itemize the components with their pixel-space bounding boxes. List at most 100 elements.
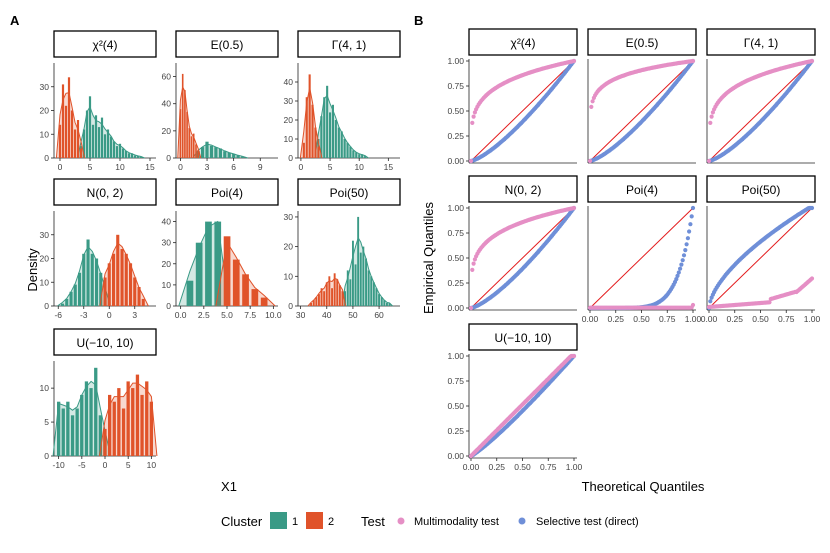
histogram-bar-cluster-1 — [84, 381, 89, 456]
histogram-bar-cluster-1 — [323, 97, 326, 158]
qq-point — [689, 214, 694, 219]
x-tick-label: 40 — [322, 310, 332, 320]
y-tick-label: 30 — [40, 230, 50, 240]
qq-point — [676, 270, 681, 275]
histogram-bar-cluster-1 — [78, 272, 82, 307]
histogram-bar-cluster-1 — [364, 156, 367, 158]
histogram-bar-cluster-2 — [124, 253, 128, 307]
histogram-bar-cluster-1 — [372, 282, 375, 307]
histogram-bar-cluster-2 — [251, 289, 259, 306]
qq-point — [809, 58, 815, 64]
histogram-bar-cluster-1 — [386, 303, 388, 306]
histogram-bar-cluster-1 — [334, 120, 337, 158]
histogram-bar-cluster-1 — [209, 145, 214, 158]
histogram-bar-cluster-1 — [75, 408, 79, 456]
histogram-facet: Poi(50) 0 10 20 30 30 40 50 60 — [284, 178, 401, 320]
legend-multimodality-label: Multimodality test — [414, 516, 499, 528]
facet-strip-label: U(−10, 10) — [494, 331, 551, 345]
x-tick-label: 5 — [88, 162, 93, 172]
panel-label-a: A — [10, 13, 20, 28]
density-area-cluster-2 — [177, 86, 201, 158]
multimodality-points — [468, 58, 577, 164]
x-tick-label: 5 — [126, 460, 131, 470]
facet-strip-label: N(0, 2) — [505, 183, 542, 197]
histogram-bar-cluster-1 — [367, 270, 370, 306]
facet-strip — [587, 28, 697, 56]
reference-diagonal — [708, 60, 813, 162]
x-tick-label: 0.50 — [752, 314, 769, 324]
legend-cluster-title: Cluster — [221, 514, 263, 529]
histogram-bar-cluster-1 — [352, 150, 355, 158]
histogram-bar-cluster-1 — [121, 148, 125, 158]
y-tick-label: 1.00 — [447, 56, 464, 66]
y-tick-label: 0 — [288, 153, 293, 163]
histogram-bar-cluster-1 — [358, 154, 361, 158]
facet-strip-label: Poi(4) — [626, 183, 658, 197]
histogram-bar-cluster-1 — [95, 258, 99, 306]
facet-strip-label: Poi(4) — [211, 186, 243, 200]
histogram-bar-cluster-1 — [357, 216, 360, 306]
y-tick-label: 0.50 — [447, 106, 464, 116]
histogram-bar-cluster-2 — [121, 408, 126, 456]
qq-point — [471, 114, 476, 119]
qq-point — [767, 300, 772, 305]
y-tick-label: 10 — [284, 134, 294, 144]
histogram-bar-cluster-1 — [232, 153, 236, 158]
y-tick-label: 60 — [162, 72, 172, 82]
multimodality-points — [468, 205, 577, 311]
histogram-bar-cluster-1 — [378, 294, 380, 306]
histogram-bar-cluster-1 — [61, 303, 65, 306]
qq-point — [683, 248, 688, 253]
histogram-bar-cluster-1 — [352, 240, 354, 306]
y-tick-label: 20 — [40, 106, 50, 116]
histogram-bar-cluster-1 — [355, 152, 358, 158]
x-tick-label: 1.00 — [804, 314, 821, 324]
histogram-bar-cluster-1 — [112, 141, 116, 158]
histogram-facet: U(−10, 10) 0 5 10 -10 -5 0 5 10 — [40, 328, 158, 470]
histogram-bar-cluster-1 — [61, 408, 65, 456]
histogram-bar-cluster-2 — [79, 148, 83, 158]
density-area-cluster-1 — [314, 95, 369, 158]
y-tick-label: 0.50 — [447, 253, 464, 263]
histogram-bar-cluster-1 — [69, 291, 73, 307]
y-tick-label: 1.00 — [447, 203, 464, 213]
panel-a-ylabel: Density — [25, 248, 40, 292]
panel-a-xlabel: X1 — [221, 479, 237, 494]
y-tick-label: 30 — [284, 96, 294, 106]
histogram-bar-cluster-2 — [310, 303, 312, 306]
legend: Cluster 1 2 Test Multimodality test Sele… — [221, 512, 639, 529]
histogram-bar-cluster-2 — [149, 401, 153, 456]
histogram-bar-cluster-1 — [214, 221, 222, 306]
x-tick-label: 10 — [147, 460, 157, 470]
y-tick-label: 40 — [162, 99, 172, 109]
y-tick-label: 0.25 — [447, 131, 464, 141]
facet-strip — [297, 30, 401, 58]
y-tick-label: 0.00 — [447, 156, 464, 166]
selective-points — [468, 205, 577, 311]
y-tick-label: 20 — [162, 259, 172, 269]
x-tick-label: 0 — [107, 310, 112, 320]
y-tick-label: 1.00 — [447, 351, 464, 361]
x-tick-label: 0 — [299, 162, 304, 172]
qq-facet: N(0, 2) 0.00 0.25 0.50 0.75 1.00 — [447, 175, 578, 313]
qq-point — [589, 104, 594, 109]
qq-facet: Poi(50) 0.00 0.25 0.50 0.75 1.00 — [701, 175, 821, 324]
legend-cluster-1-swatch — [270, 512, 287, 529]
reference-diagonal — [708, 207, 813, 309]
y-tick-label: 20 — [40, 254, 50, 264]
histogram-bar-cluster-1 — [100, 117, 104, 158]
qq-point — [571, 58, 577, 64]
x-tick-label: -6 — [54, 310, 62, 320]
facet-strip — [468, 175, 578, 203]
histogram-bar-cluster-2 — [315, 297, 318, 306]
x-tick-label: 2.5 — [198, 310, 210, 320]
histogram-bar-cluster-1 — [86, 239, 90, 306]
histogram-bar-cluster-2 — [197, 149, 199, 158]
panel-b-xlabel: Theoretical Quantiles — [582, 479, 705, 494]
histogram-bar-cluster-2 — [317, 146, 320, 158]
histogram-bar-cluster-2 — [305, 97, 308, 158]
qq-point — [708, 120, 713, 125]
histogram-bar-cluster-1 — [89, 388, 93, 456]
x-tick-label: 30 — [296, 310, 306, 320]
histogram-bar-cluster-1 — [359, 252, 362, 306]
